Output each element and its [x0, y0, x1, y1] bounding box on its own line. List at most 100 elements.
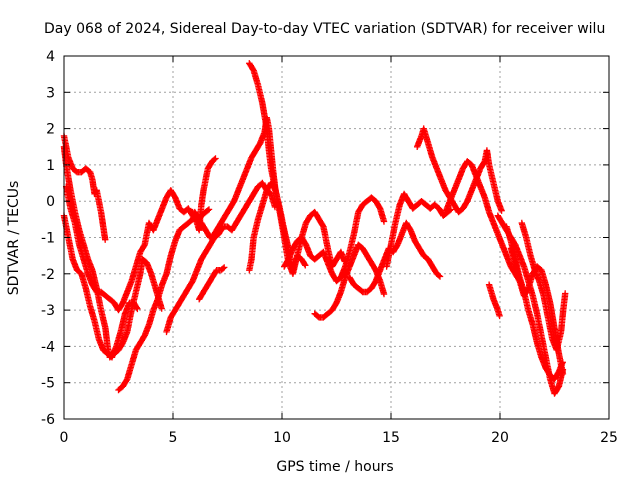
plus-marker-segment: [91, 317, 102, 341]
plus-marker-segment: [82, 285, 93, 309]
plus-marker-segment: [106, 296, 117, 306]
plus-marker-segment: [376, 205, 388, 225]
plus-marker-segment: [542, 281, 553, 305]
plus-marker-segment: [246, 191, 257, 205]
plus-marker-segment: [560, 290, 569, 314]
plus-marker-segment: [250, 217, 261, 241]
plus-marker-segment: [429, 263, 440, 276]
plus-marker-segment: [137, 242, 148, 256]
chart-title: Day 068 of 2024, Sidereal Day-to-day VTE…: [44, 21, 605, 37]
plus-marker-segment: [359, 245, 370, 258]
plus-marker-segment: [311, 310, 322, 320]
plus-marker-segment: [163, 315, 174, 336]
plus-marker-segment: [431, 201, 442, 211]
plus-marker-segment: [289, 254, 301, 277]
plus-marker-segment: [494, 198, 505, 214]
plus-marker-segment: [113, 330, 124, 350]
track-19: [494, 212, 567, 397]
plus-marker-segment: [202, 206, 213, 216]
y-tick-label: 3: [46, 85, 55, 101]
plus-marker-segment: [180, 286, 191, 299]
x-axis-label: GPS time / hours: [276, 459, 393, 475]
plus-marker-segment: [209, 268, 220, 281]
plus-marker-segment: [420, 252, 431, 262]
plus-marker-segment: [350, 210, 362, 238]
plus-marker-segment: [200, 177, 209, 194]
track-3: [60, 143, 165, 361]
plus-marker-segment: [69, 165, 80, 175]
plus-marker-segment: [368, 259, 379, 273]
plus-marker-segment: [206, 235, 217, 248]
plus-marker-segment: [368, 279, 379, 292]
plus-marker-segment: [520, 286, 531, 299]
plus-marker-segment: [115, 384, 125, 394]
plus-marker-segment: [551, 369, 562, 383]
plus-marker-segment: [259, 100, 270, 131]
plus-marker-segment: [525, 272, 536, 292]
plus-marker-segment: [477, 159, 488, 172]
plus-marker-segment: [93, 285, 104, 312]
plus-marker-segment: [200, 282, 211, 296]
plus-marker-segment: [154, 282, 165, 303]
plus-marker-segment: [128, 264, 139, 285]
plus-marker-segment: [139, 256, 149, 266]
plus-marker-segment: [536, 277, 547, 298]
y-tick-label: 0: [46, 194, 55, 210]
plus-marker-segment: [311, 253, 322, 263]
plus-marker-segment: [490, 179, 501, 203]
y-tick-label: -4: [41, 339, 55, 355]
plus-marker-segment: [137, 333, 148, 346]
plus-marker-segment: [533, 339, 545, 359]
plus-marker-segment: [520, 263, 532, 283]
plus-marker-segment: [494, 212, 505, 225]
plus-marker-segment: [148, 270, 159, 291]
plus-marker-segment: [464, 158, 474, 168]
plus-marker-segment: [167, 308, 178, 321]
axis-ticks: [63, 55, 610, 420]
plus-marker-segment: [355, 241, 365, 251]
plus-marker-segment: [82, 165, 93, 175]
plus-marker-segment: [298, 234, 309, 247]
plus-marker-segment: [363, 286, 374, 296]
plus-marker-segment: [267, 190, 279, 211]
plus-marker-segment: [95, 198, 104, 214]
plus-marker-segment: [209, 155, 219, 165]
plus-marker-segment: [518, 219, 529, 240]
plus-marker-segment: [411, 237, 422, 251]
plus-marker-segment: [250, 184, 261, 198]
plus-marker-segment: [538, 267, 549, 287]
plus-marker-segment: [507, 245, 518, 265]
y-tick-label: -2: [41, 267, 55, 283]
plus-marker-segment: [346, 274, 357, 287]
tick-labels: 0 5 10 15 20 25 -6 -5 -4 -3 -2 -1 0 1 2 3 4: [41, 49, 618, 446]
y-tick-label: -5: [41, 376, 55, 392]
plus-marker-segment: [252, 141, 263, 154]
plus-marker-segment: [102, 292, 112, 302]
plus-marker-segment: [185, 279, 196, 292]
plus-marker-segment: [392, 203, 403, 227]
plus-marker-segment: [359, 198, 370, 208]
track-14: [337, 194, 388, 281]
plus-marker-segment: [204, 159, 215, 172]
plus-marker-segment: [204, 275, 215, 288]
plus-marker-segment: [246, 257, 255, 274]
x-tick-label: 10: [273, 430, 291, 446]
plus-marker-segment: [132, 340, 143, 354]
plus-marker-segment: [387, 221, 399, 248]
plus-marker-segment: [60, 212, 72, 240]
plus-marker-segment: [494, 306, 503, 320]
plus-marker-segment: [333, 275, 343, 285]
plus-marker-segment: [217, 213, 228, 227]
x-tick-label: 25: [600, 430, 618, 446]
plus-marker-segment: [481, 194, 492, 214]
plus-marker-segment: [529, 292, 540, 316]
track-16: [383, 190, 455, 270]
plus-marker-segment: [65, 234, 76, 261]
plus-marker-segment: [167, 187, 178, 200]
plus-marker-segment: [455, 206, 465, 216]
plus-marker-segment: [523, 234, 534, 258]
x-tick-label: 0: [60, 430, 69, 446]
plus-marker-segment: [97, 288, 108, 298]
plus-marker-segment: [281, 257, 291, 270]
